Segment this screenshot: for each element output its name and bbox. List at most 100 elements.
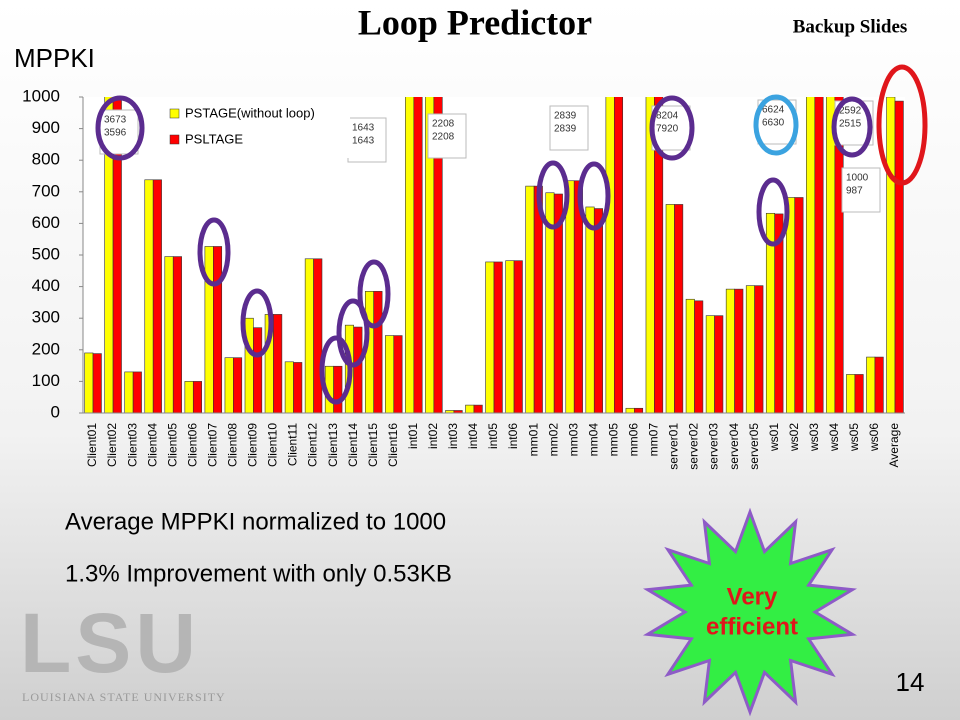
bar	[184, 381, 194, 413]
x-tick-label: mm06	[627, 423, 641, 457]
bar	[754, 285, 764, 413]
bar	[505, 260, 515, 413]
y-tick-label: 100	[32, 371, 60, 390]
x-tick-label: Client10	[266, 423, 280, 467]
legend-label: PSLTAGE	[185, 131, 243, 146]
bar	[605, 97, 615, 413]
bar	[685, 298, 695, 413]
bar	[385, 335, 395, 413]
bar	[866, 356, 876, 413]
value-label: 2208	[432, 132, 455, 143]
starburst	[642, 507, 858, 717]
bar	[613, 97, 624, 413]
x-tick-label: Average	[887, 423, 901, 468]
x-tick-label: ws05	[847, 423, 861, 452]
bar	[834, 97, 844, 413]
bar	[84, 352, 94, 413]
x-tick-label: server05	[747, 423, 761, 470]
bar	[112, 97, 122, 413]
bars	[84, 97, 904, 413]
value-label: 3673	[104, 115, 127, 126]
bar	[204, 246, 214, 413]
x-tick-label: int02	[426, 423, 440, 449]
bar	[293, 362, 303, 413]
slide-title: Loop Predictor	[358, 2, 592, 42]
x-tick-label: server03	[707, 423, 721, 470]
bar	[886, 97, 896, 413]
value-label: 1000	[846, 173, 869, 184]
page-number: 14	[896, 667, 925, 697]
bar	[826, 97, 836, 413]
bar	[874, 356, 884, 413]
y-tick-label: 900	[32, 118, 60, 137]
x-tick-label: mm03	[566, 423, 580, 457]
value-label: 1643	[352, 123, 375, 134]
x-tick-label: Client12	[306, 423, 320, 467]
bar	[734, 288, 744, 413]
bar	[745, 285, 755, 413]
logo-name: LOUISIANA STATE UNIVERSITY	[22, 690, 226, 704]
logo-mark: LSU	[20, 596, 200, 690]
bar	[224, 357, 234, 413]
x-tick-label: Client01	[85, 423, 99, 467]
bar	[565, 180, 575, 413]
bar	[253, 327, 263, 413]
value-label: 6624	[762, 105, 785, 116]
highlight	[753, 94, 799, 156]
annotations: 3673 3596 1643 1643 2208 2208 2839 2839 8204 7920…	[95, 64, 928, 717]
x-tick-label: Client14	[346, 423, 360, 467]
bar	[172, 256, 182, 413]
highlight	[756, 177, 790, 247]
x-tick-label: Client03	[125, 423, 139, 467]
bar	[513, 260, 523, 413]
bar	[92, 353, 102, 413]
highlight	[336, 298, 370, 368]
value-label: 7920	[656, 124, 679, 135]
bar	[774, 213, 784, 413]
value-label: 6630	[762, 118, 785, 129]
bar	[192, 381, 202, 413]
x-tick-label: mm07	[647, 423, 661, 457]
bar	[674, 204, 684, 413]
bar	[273, 314, 283, 413]
y-tick-label: 200	[32, 339, 60, 358]
x-tick-label: mm04	[586, 423, 600, 457]
highlight	[240, 288, 274, 358]
bar	[393, 335, 403, 413]
highlight	[536, 160, 570, 230]
x-tick-label: Client13	[326, 423, 340, 467]
bar	[625, 407, 635, 413]
value-label: 2839	[554, 124, 577, 135]
x-tick-label: int03	[446, 423, 460, 449]
bar	[714, 315, 724, 413]
bar	[284, 361, 294, 413]
y-tick-label: 400	[32, 276, 60, 295]
value-label: 1643	[352, 136, 375, 147]
value-callout	[347, 117, 387, 163]
x-tick-label: ws01	[767, 423, 781, 452]
bar	[894, 100, 904, 413]
y-tick-label: 500	[32, 244, 60, 263]
highlight	[319, 335, 353, 405]
highlight	[831, 96, 873, 158]
bar	[705, 315, 715, 413]
y-tick-label: 600	[32, 213, 60, 232]
bar	[144, 179, 154, 413]
bar	[132, 371, 142, 413]
y-tick-label: 700	[32, 181, 60, 200]
bar	[585, 206, 595, 413]
x-tick-label: Client08	[226, 423, 240, 467]
bar	[485, 261, 495, 413]
bar	[244, 317, 254, 413]
x-tick-label: Client16	[386, 423, 400, 467]
legend-swatch	[169, 134, 180, 145]
value-callout	[841, 167, 881, 213]
bar	[794, 197, 804, 413]
bullet: 1.3% Improvement with only 0.53KB	[65, 560, 452, 587]
bar	[854, 374, 864, 413]
bar	[152, 179, 162, 413]
x-tick-label: ws02	[787, 423, 801, 452]
bar	[433, 97, 443, 413]
bar	[124, 371, 134, 413]
